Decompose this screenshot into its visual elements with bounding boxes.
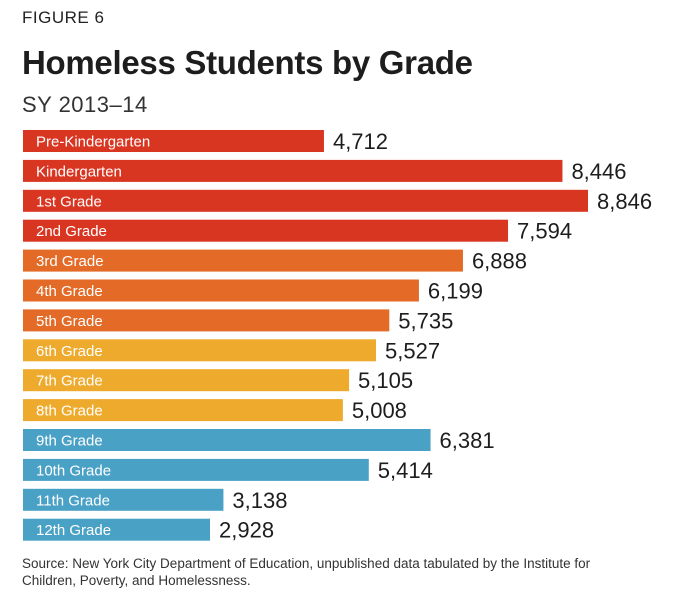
value-label: 4,712 <box>333 129 388 154</box>
category-label: 3rd Grade <box>36 253 104 270</box>
category-label: 6th Grade <box>36 343 103 360</box>
bar-9 <box>23 399 343 422</box>
bar-6 <box>23 309 390 332</box>
bar-0 <box>23 130 324 152</box>
bar-11 <box>23 458 369 481</box>
bar-7 <box>23 339 377 362</box>
bar-8 <box>23 369 350 392</box>
value-label: 5,735 <box>398 308 453 333</box>
chart-subtitle: SY 2013–14 <box>22 92 148 117</box>
category-label: 8th Grade <box>36 403 103 420</box>
value-label: 5,008 <box>352 398 407 423</box>
bar-1 <box>23 159 563 182</box>
value-label: 6,888 <box>472 249 527 274</box>
value-label: 7,594 <box>517 219 572 244</box>
category-label: 9th Grade <box>36 433 103 450</box>
value-label: 2,928 <box>219 518 274 543</box>
value-label: 8,446 <box>571 159 626 184</box>
bar-2 <box>23 189 588 212</box>
value-label: 6,381 <box>440 428 495 453</box>
chart-title: Homeless Students by Grade <box>22 44 473 81</box>
value-label: 8,846 <box>597 189 652 214</box>
value-label: 5,527 <box>385 338 440 363</box>
bar-3 <box>23 219 509 242</box>
category-label: 11th Grade <box>36 492 110 509</box>
value-label: 6,199 <box>428 279 483 304</box>
category-label: Kindergarten <box>36 163 122 180</box>
category-label: 4th Grade <box>36 283 103 300</box>
category-label: 7th Grade <box>36 373 103 390</box>
value-label: 5,105 <box>358 368 413 393</box>
category-label: 2nd Grade <box>36 223 107 240</box>
category-label: 5th Grade <box>36 313 103 330</box>
bar-13 <box>23 518 211 541</box>
figure-label: FIGURE 6 <box>22 8 105 27</box>
source-note: Source: New York City Department of Educ… <box>22 556 591 588</box>
category-label: 1st Grade <box>36 193 102 210</box>
bar-10 <box>23 429 431 451</box>
category-label: Pre-Kindergarten <box>36 134 150 151</box>
bar-5 <box>23 279 419 302</box>
value-label: 5,414 <box>378 458 433 483</box>
value-label: 3,138 <box>232 488 287 513</box>
category-label: 10th Grade <box>36 462 111 479</box>
bar-12 <box>23 488 224 511</box>
bar-4 <box>23 249 463 272</box>
category-label: 12th Grade <box>36 522 111 539</box>
